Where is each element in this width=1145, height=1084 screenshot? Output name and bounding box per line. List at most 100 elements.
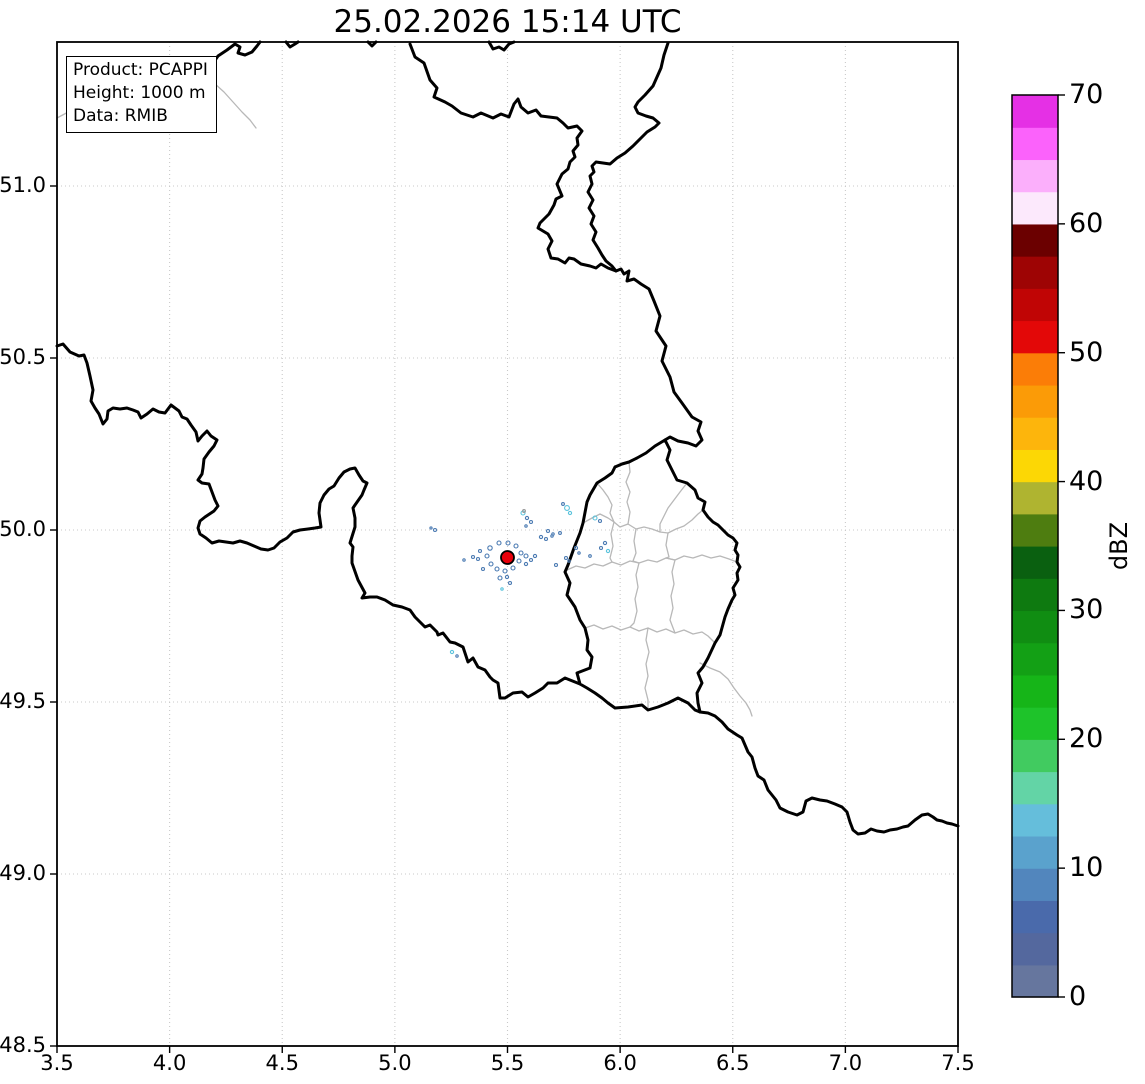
radar-echo-speck	[455, 654, 459, 658]
radar-echo-speck	[518, 550, 524, 556]
radar-echo-speck	[462, 558, 466, 562]
radar-echo-speck	[563, 555, 569, 561]
x-tick-label: 4.0	[152, 1051, 187, 1075]
colorbar-segment	[1012, 739, 1058, 773]
x-tick-label: 5.0	[378, 1051, 412, 1075]
regional-border-lux-canton-vert-west	[609, 521, 615, 563]
colorbar-segment	[1012, 223, 1058, 257]
regional-border-lux-canton-nw	[596, 482, 615, 523]
colorbar-segment	[1012, 900, 1058, 934]
colorbar-segment	[1012, 674, 1058, 708]
radar-echo-speck	[510, 565, 516, 571]
colorbar-segment	[1012, 546, 1058, 579]
regional-border-lux-canton-north-vertical	[625, 461, 631, 525]
product-info-line: Product: PCAPPI	[73, 60, 208, 80]
regional-border-lux-canton-vert-mid	[629, 528, 640, 628]
x-tick-label: 5.5	[490, 1051, 525, 1075]
radar-echo-speck	[432, 527, 438, 533]
radar-echo-speck	[504, 574, 510, 580]
radar-echo-speck	[597, 518, 603, 524]
colorbar-segment	[1012, 835, 1058, 869]
radar-echo-speck	[496, 540, 502, 546]
radar-echo-speck	[507, 580, 513, 586]
colorbar-tick-label: 50	[1069, 336, 1104, 368]
radar-echo-speck	[449, 649, 455, 655]
national-border-be-nl-fragment-3	[366, 40, 378, 48]
radar-echo-speck	[532, 553, 538, 559]
radar-echo-speck	[523, 561, 529, 567]
radar-echo-speck	[494, 566, 500, 572]
colorbar-segment	[1012, 610, 1058, 644]
national-border-fr-be-border	[55, 342, 582, 700]
radar-echo-speck	[497, 575, 503, 581]
radar-echo-speck	[523, 553, 529, 559]
colorbar-segment	[1012, 449, 1058, 483]
colorbar-segment	[1012, 481, 1058, 515]
colorbar-segment	[1012, 932, 1058, 966]
radar-echo-speck	[502, 568, 508, 574]
colorbar-segment	[1012, 868, 1058, 901]
radar-echo-speck	[577, 551, 581, 555]
radar-echo-speck	[545, 528, 551, 534]
radar-echo-speck	[477, 548, 483, 554]
radar-echo-speck	[470, 554, 476, 560]
national-border-fr-de-border	[698, 710, 960, 836]
colorbar-segment	[1012, 191, 1058, 225]
plot-frame	[56, 41, 959, 1047]
product-info-line: Height: 1000 m	[73, 83, 206, 103]
product-info-line: Data: RMIB	[73, 106, 168, 126]
national-border-luxembourg-outline	[563, 438, 742, 714]
colorbar-tick-label: 20	[1069, 723, 1104, 755]
colorbar-segment	[1012, 707, 1058, 740]
y-tick-label: 48.5	[0, 1033, 46, 1057]
regional-border-lux-canton-south-horizontal	[584, 624, 716, 644]
national-border-nl-top-edge-fragment	[487, 40, 516, 52]
colorbar-segment	[1012, 771, 1058, 805]
national-border-de-nl-from-top	[586, 41, 670, 273]
colorbar-segment	[1012, 642, 1058, 676]
radar-echo-speck	[588, 554, 592, 558]
radar-echo-speck	[480, 566, 486, 572]
national-border-be-nl-de-maastricht	[408, 42, 704, 448]
radar-echo-speck	[488, 561, 494, 567]
colorbar-frame	[1011, 94, 1059, 998]
radar-echo-speck	[475, 556, 481, 562]
colorbar-segment	[1012, 384, 1058, 418]
x-tick-label: 7.0	[828, 1051, 863, 1075]
radar-echo-speck	[602, 540, 608, 546]
colorbar-segment	[1012, 288, 1058, 322]
radar-echo-speck	[553, 562, 559, 568]
radar-site-marker	[500, 550, 515, 565]
regional-border-lux-canton-mid-horizontal	[566, 554, 738, 571]
radar-echo-speck	[528, 557, 534, 563]
national-border-be-nl-fragment-2	[284, 40, 300, 49]
regional-border-lux-canton-vert-east	[665, 532, 676, 634]
colorbar-segment	[1012, 964, 1058, 998]
colorbar-tick-label: 70	[1069, 79, 1104, 110]
regional-border-lux-canton-vert-south	[644, 627, 650, 711]
colorbar-segment	[1012, 352, 1058, 386]
colorbar-segment	[1012, 803, 1058, 837]
colorbar-tick-label: 30	[1069, 594, 1104, 626]
radar-echo-speck	[543, 536, 549, 542]
regional-border-de-region-near-lux	[699, 662, 753, 717]
page-title: 25.02.2026 15:14 UTC	[333, 4, 682, 40]
colorbar-segment	[1012, 578, 1058, 612]
colorbar-tick-label: 10	[1069, 852, 1104, 884]
y-tick-label: 49.0	[0, 861, 46, 885]
radar-echo-speck	[598, 545, 604, 551]
radar-echo-speck	[429, 526, 433, 530]
radar-echo-speck	[500, 587, 504, 591]
colorbar-segment	[1012, 127, 1058, 161]
radar-echo-speck	[505, 540, 511, 546]
colorbar-tick-label: 60	[1069, 207, 1104, 239]
radar-echo-speck	[567, 510, 573, 516]
radar-echo-speck	[567, 559, 571, 563]
y-tick-label: 50.0	[0, 517, 46, 541]
radar-echo-speck	[516, 558, 522, 564]
radar-echo-speck	[524, 524, 528, 528]
radar-echo-speck	[573, 545, 579, 551]
colorbar-segment	[1012, 256, 1058, 289]
colorbar-segment	[1012, 417, 1058, 450]
